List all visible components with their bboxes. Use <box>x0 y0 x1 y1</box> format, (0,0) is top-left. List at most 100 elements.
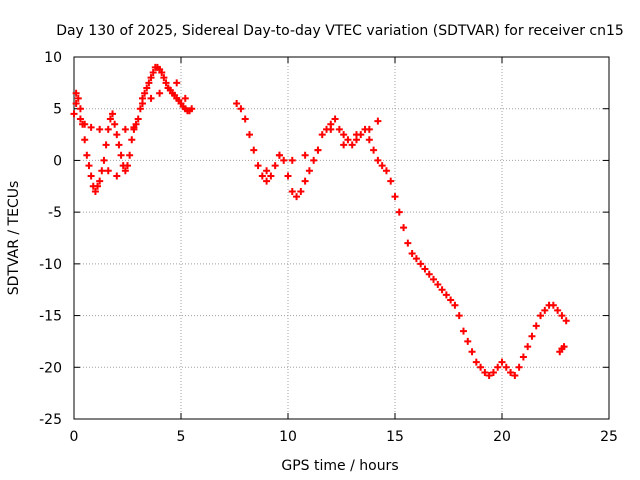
data-point <box>74 94 82 102</box>
data-point <box>106 115 114 123</box>
data-point <box>562 317 570 325</box>
data-point <box>96 125 104 133</box>
data-point <box>549 301 557 309</box>
data-point <box>301 177 309 185</box>
data-point <box>72 100 80 108</box>
data-point <box>237 105 245 113</box>
data-point <box>271 162 279 170</box>
x-tick-label: 20 <box>493 429 511 445</box>
y-tick-label: -20 <box>39 360 62 376</box>
data-point <box>297 187 305 195</box>
data-point <box>438 286 446 294</box>
data-point <box>98 167 106 175</box>
data-point <box>352 131 360 139</box>
x-tick-label: 5 <box>177 429 186 445</box>
data-point <box>468 348 476 356</box>
data-point <box>70 110 78 118</box>
data-point <box>288 187 296 195</box>
data-point <box>541 306 549 314</box>
data-point <box>395 208 403 216</box>
data-point <box>387 177 395 185</box>
data-point <box>327 125 335 133</box>
data-point <box>147 94 155 102</box>
data-point <box>113 172 121 180</box>
data-point <box>515 363 523 371</box>
x-tick-label: 10 <box>279 429 297 445</box>
data-point <box>87 172 95 180</box>
data-point <box>511 372 519 380</box>
data-point <box>280 156 288 164</box>
data-point <box>472 358 480 366</box>
data-point <box>391 193 399 201</box>
data-point <box>430 275 438 283</box>
data-point <box>537 312 545 320</box>
data-point <box>145 79 153 87</box>
data-point <box>263 167 271 175</box>
data-point <box>121 167 129 175</box>
plot-frame <box>73 56 610 420</box>
data-point <box>560 343 568 351</box>
y-tick-label: 0 <box>53 153 62 169</box>
y-tick-label: -10 <box>39 257 62 273</box>
data-point <box>344 136 352 144</box>
chart-title: Day 130 of 2025, Sidereal Day-to-day VTE… <box>56 23 624 39</box>
data-point <box>421 265 429 273</box>
data-point <box>481 368 489 376</box>
data-point <box>149 69 157 77</box>
data-point <box>94 182 102 190</box>
data-point <box>81 120 89 128</box>
data-point <box>365 136 373 144</box>
data-point <box>130 123 138 131</box>
data-point <box>293 193 301 201</box>
data-point <box>370 146 378 154</box>
data-point <box>76 105 84 113</box>
y-tick-label: -25 <box>39 412 62 428</box>
x-tick-label: 15 <box>386 429 404 445</box>
data-point <box>96 177 104 185</box>
data-point <box>335 125 343 133</box>
data-point <box>340 141 348 149</box>
data-point <box>87 123 95 131</box>
data-point <box>340 131 348 139</box>
data-point <box>494 363 502 371</box>
data-point <box>102 141 110 149</box>
data-point <box>459 327 467 335</box>
data-point <box>374 117 382 125</box>
y-tick-label: 5 <box>53 102 62 118</box>
data-point <box>258 172 266 180</box>
data-point <box>254 162 262 170</box>
data-point <box>162 79 170 87</box>
data-point <box>502 363 510 371</box>
data-point <box>447 296 455 304</box>
data-point <box>382 167 390 175</box>
data-point <box>477 363 485 371</box>
data-point <box>404 239 412 247</box>
data-point <box>134 115 142 123</box>
x-tick-label: 25 <box>600 429 618 445</box>
data-point <box>464 337 472 345</box>
data-point <box>378 162 386 170</box>
data-point <box>245 131 253 139</box>
data-point <box>160 74 168 82</box>
data-point <box>417 260 425 268</box>
data-point <box>241 115 249 123</box>
y-tick-label: 10 <box>44 50 62 66</box>
data-point <box>188 105 196 113</box>
data-point <box>331 115 339 123</box>
data-point <box>408 250 416 258</box>
data-point <box>451 301 459 309</box>
y-axis-label: SDTVAR / TECUs <box>6 181 22 296</box>
data-point <box>115 141 123 149</box>
data-point <box>507 368 515 376</box>
data-point <box>288 156 296 164</box>
data-point <box>83 151 91 159</box>
data-point <box>305 167 313 175</box>
y-tick-label: -15 <box>39 309 62 325</box>
data-point <box>111 120 119 128</box>
data-point <box>126 151 134 159</box>
data-point <box>455 312 463 320</box>
data-point <box>85 162 93 170</box>
data-point <box>434 281 442 289</box>
data-point <box>532 322 540 330</box>
